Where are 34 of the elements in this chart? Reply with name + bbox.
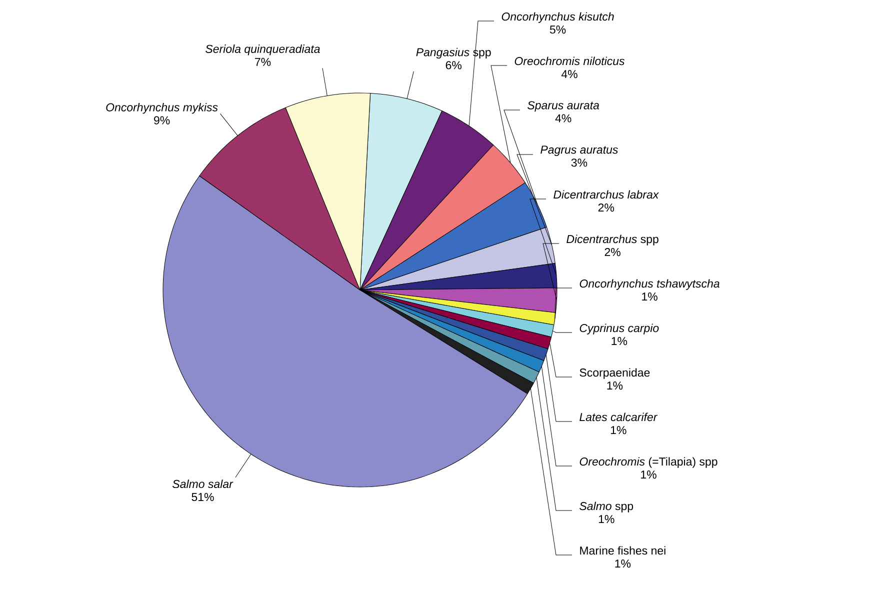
slice-label: Pagrus auratus (540, 146, 618, 156)
slice-label: Oreochromis (=Tilapia) spp (580, 457, 718, 468)
data-label: 1% (642, 292, 658, 301)
slice-label: Oreochromis niloticus (514, 56, 625, 66)
slice-label: Marine fishes nei (580, 546, 666, 555)
slice-label: Seriola quinqueradiata (206, 44, 320, 56)
data-label: 1% (610, 426, 626, 434)
data-label: 1% (641, 470, 656, 479)
slice-label: Oncorhynchus tshawytscha (580, 279, 720, 290)
slice-label: Oncorhynchus kisutch (502, 12, 614, 23)
data-label: 4% (561, 70, 578, 78)
data-label: 6% (446, 61, 462, 70)
data-label: 4% (555, 114, 572, 122)
slice-label: Cyprinus carpio (580, 324, 659, 334)
data-label: 51% (192, 492, 214, 502)
data-label: 1% (612, 337, 628, 346)
data-label: 2% (598, 203, 614, 212)
slice-label: Salmo spp (580, 502, 634, 512)
slice-label: Sparus aurata (528, 101, 600, 112)
data-label: 1% (615, 560, 631, 568)
slice-label: Scorpaenidae (580, 368, 650, 379)
data-label: 1% (598, 515, 614, 524)
data-label: 9% (154, 116, 170, 124)
slice-label: Oncorhynchus mykiss (106, 102, 218, 114)
slice-label: Pangasius spp (416, 48, 491, 59)
slice-label: Dicentrarchus spp (566, 234, 658, 246)
data-label: 3% (571, 158, 588, 167)
slice-label: Lates calcarifer (580, 412, 658, 422)
data-label: 2% (604, 248, 620, 256)
slice-label: Dicentrarchus labrax (554, 190, 659, 199)
slice-label: Salmo salar (172, 480, 234, 488)
data-label: 7% (255, 58, 271, 66)
data-label: 1% (607, 382, 623, 390)
data-label: 5% (550, 26, 566, 34)
